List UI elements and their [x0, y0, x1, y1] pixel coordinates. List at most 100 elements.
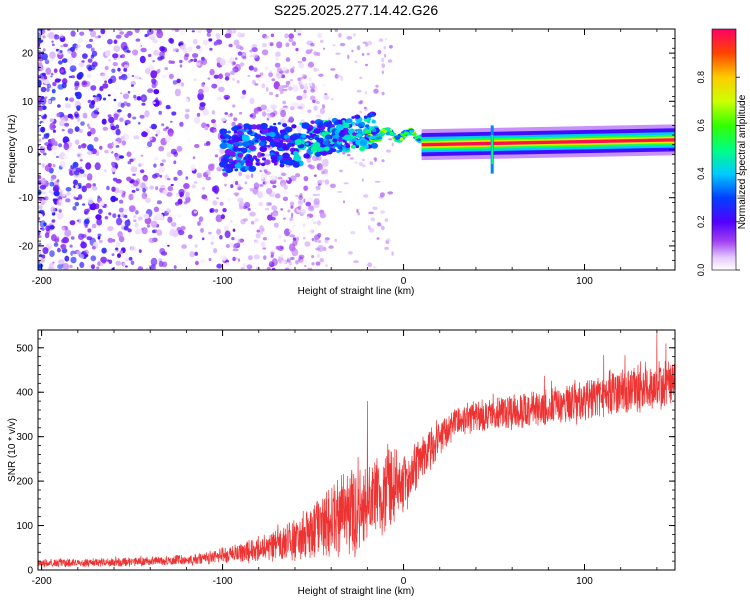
noise-blob: [154, 156, 159, 161]
signal-blob: [375, 136, 380, 140]
noise-blob: [379, 192, 385, 198]
noise-blob: [41, 163, 46, 168]
noise-blob: [232, 104, 236, 108]
noise-blob: [86, 150, 93, 156]
signal-blob: [292, 162, 300, 168]
noise-blob: [253, 108, 258, 114]
noise-blob: [76, 105, 81, 110]
noise-blob: [128, 193, 134, 201]
noise-blob: [249, 49, 253, 53]
noise-blob: [88, 29, 94, 32]
noise-blob: [202, 85, 209, 93]
noise-blob: [236, 32, 242, 38]
noise-blob: [38, 159, 41, 165]
noise-blob: [232, 29, 237, 34]
x-tick-label: -100: [213, 576, 233, 587]
noise-blob: [285, 80, 291, 85]
noise-blob: [239, 62, 245, 67]
noise-blob: [86, 73, 92, 79]
noise-blob: [151, 82, 157, 89]
noise-blob: [281, 190, 289, 195]
noise-blob: [216, 263, 223, 269]
signal-blob: [258, 141, 265, 147]
signal-blob: [371, 135, 376, 139]
noise-blob: [229, 220, 233, 224]
noise-blob: [54, 238, 60, 243]
noise-blob: [71, 51, 77, 58]
noise-blob: [281, 172, 287, 177]
signal-blob: [255, 158, 260, 162]
noise-blob: [121, 140, 127, 146]
noise-blob: [50, 96, 56, 101]
noise-blob: [104, 50, 111, 57]
noise-blob: [229, 242, 234, 248]
noise-blob: [93, 96, 100, 102]
noise-blob: [311, 218, 315, 222]
noise-blob: [261, 176, 264, 180]
noise-blob: [161, 75, 167, 79]
noise-blob: [174, 201, 180, 206]
noise-blob: [204, 198, 209, 201]
noise-blob: [50, 72, 54, 76]
noise-blob: [272, 212, 278, 218]
noise-blob: [148, 136, 153, 141]
noise-blob: [42, 48, 46, 52]
noise-blob: [230, 184, 234, 189]
noise-blob: [114, 114, 119, 121]
noise-blob: [67, 50, 72, 54]
noise-blob: [315, 188, 319, 191]
noise-blob: [99, 87, 104, 92]
noise-blob: [115, 128, 121, 136]
noise-blob: [302, 236, 306, 240]
noise-blob: [224, 112, 228, 115]
noise-blob: [284, 267, 290, 270]
noise-blob: [311, 237, 315, 242]
noise-blob: [308, 77, 312, 82]
colorbar: 0.0 0.2 0.4 0.6 0.8 Normalized spectral ampl…: [696, 28, 748, 276]
noise-blob: [101, 247, 107, 254]
noise-blob: [53, 68, 58, 73]
noise-blob: [89, 102, 95, 109]
signal-blob: [219, 128, 227, 135]
signal-blob: [255, 162, 260, 166]
noise-blob: [321, 170, 325, 175]
noise-blob: [278, 256, 281, 261]
noise-blob: [89, 202, 97, 211]
signal-blob: [321, 150, 328, 156]
noise-blob: [235, 44, 242, 50]
noise-blob: [314, 68, 320, 72]
noise-blob: [72, 189, 77, 193]
noise-blob: [129, 158, 134, 163]
noise-blob: [53, 34, 60, 40]
noise-blob: [114, 86, 120, 90]
noise-blob: [63, 43, 68, 48]
noise-blob: [361, 158, 365, 162]
noise-blob: [65, 97, 69, 101]
noise-blob: [119, 212, 125, 218]
noise-blob: [233, 39, 240, 46]
noise-blob: [221, 255, 228, 261]
signal-blob: [339, 149, 343, 153]
signal-blob: [260, 162, 266, 167]
noise-blob: [188, 234, 193, 239]
signal-blob: [242, 141, 250, 148]
signal-blob: [282, 123, 288, 128]
noise-blob: [288, 33, 294, 39]
noise-blob: [298, 62, 305, 69]
noise-blob: [58, 60, 63, 65]
noise-blob: [331, 97, 334, 101]
noise-blob: [210, 119, 216, 124]
y-tick-label: 100: [16, 521, 33, 532]
noise-blob: [353, 260, 359, 264]
noise-blob: [92, 95, 96, 98]
signal-blob: [233, 130, 238, 134]
noise-blob: [45, 225, 51, 232]
noise-blob: [224, 76, 230, 81]
noise-blob: [274, 193, 281, 199]
noise-blob: [209, 68, 215, 76]
noise-blob: [47, 162, 52, 168]
noise-blob: [305, 201, 312, 207]
noise-blob: [215, 69, 219, 74]
noise-blob: [47, 99, 52, 104]
noise-blob: [78, 145, 82, 149]
